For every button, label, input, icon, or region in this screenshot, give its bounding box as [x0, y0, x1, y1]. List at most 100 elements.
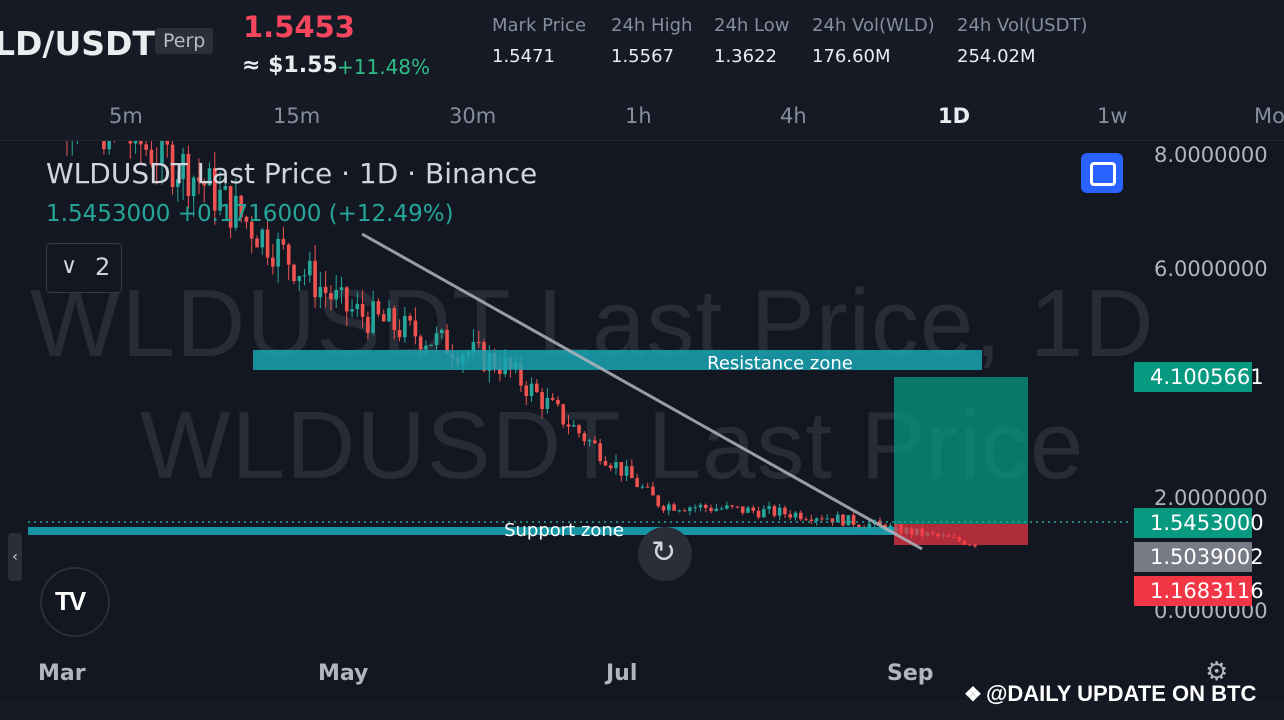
target-zone [894, 377, 1028, 524]
candle-body [265, 229, 270, 258]
collapse-side-panel-button[interactable]: ‹ [8, 533, 22, 581]
candle-body [392, 308, 397, 330]
candle-body [878, 520, 882, 525]
candle-body [197, 177, 201, 182]
y-tick: 2.0000000 [1154, 486, 1268, 510]
candle-body [550, 397, 555, 400]
support-zone [28, 527, 898, 535]
candle-body [730, 505, 734, 507]
y-tick: 8.0000000 [1154, 143, 1268, 167]
candle-body [344, 287, 349, 312]
price-axis[interactable]: 8.0000000 6.0000000 2.0000000 0.0000000 … [1130, 141, 1284, 651]
candle-body [498, 368, 502, 374]
timeframe-5m[interactable]: 5m [109, 104, 143, 128]
candle-body [471, 342, 476, 353]
reset-icon: ↻ [651, 535, 677, 570]
candle-body [809, 519, 814, 521]
timeframe-1h[interactable]: 1h [625, 104, 652, 128]
candle-body [249, 221, 254, 239]
timeframe-30m[interactable]: 30m [449, 104, 497, 128]
timeframe-4h[interactable]: 4h [780, 104, 807, 128]
timeframe-month[interactable]: Mo [1254, 104, 1284, 128]
candle-body [360, 303, 365, 317]
candle-body [793, 512, 798, 518]
entry-price-badge: 1.5039002 [1134, 542, 1264, 572]
candle-body [128, 141, 133, 144]
reset-chart-button[interactable]: ↻ [638, 527, 692, 581]
candle-body [835, 514, 840, 523]
candle-body [772, 506, 777, 516]
candle-body [355, 303, 360, 310]
timeframe-1w[interactable]: 1w [1097, 104, 1128, 128]
timeframe-1d[interactable]: 1D [938, 104, 971, 128]
trendline [361, 232, 923, 551]
candle-body [302, 275, 307, 277]
resistance-zone-label: Resistance zone [707, 353, 853, 374]
candle-body [376, 301, 381, 315]
symbol-title[interactable]: LD/USDT [0, 24, 155, 63]
candle-body [418, 336, 423, 350]
candle-body [656, 495, 661, 507]
fullscreen-button[interactable] [1081, 153, 1123, 193]
candle-body [603, 461, 608, 466]
stat-label: 24h Vol(USDT) [957, 15, 1088, 36]
candle-body [476, 342, 481, 344]
last-price: 1.5453 [243, 10, 355, 44]
tradingview-logo[interactable]: TV [40, 567, 110, 637]
candle-body [102, 141, 106, 150]
candle-body [571, 425, 576, 427]
candle-body [767, 506, 771, 510]
candle-body [540, 392, 544, 409]
candle-body [228, 186, 233, 228]
time-axis[interactable]: Mar May Jul Sep [0, 651, 1284, 700]
candle-body [133, 141, 138, 144]
stat-label: 24h Low [714, 15, 790, 36]
candle-body [529, 383, 534, 397]
candle-body [820, 518, 824, 520]
candle-body [292, 264, 296, 282]
candle-body [967, 544, 972, 546]
candle-body [846, 515, 851, 526]
support-zone-label: Support zone [504, 520, 624, 541]
candle-body [381, 314, 386, 322]
candle-body [788, 514, 793, 518]
candle-body [366, 316, 370, 333]
candle-body [709, 507, 713, 512]
candle-body [271, 257, 275, 267]
candle-body [561, 404, 566, 425]
candle-body [165, 141, 170, 145]
approx-usd-price: ≈ $1.55 [242, 53, 338, 78]
fullscreen-icon [1090, 162, 1116, 186]
indicator-toggle-button[interactable]: ∨ 2 [46, 243, 122, 293]
candle-body [703, 504, 708, 508]
tv-logo-mark: TV [55, 586, 86, 616]
candle-body [318, 286, 323, 298]
stat-label: 24h Vol(WLD) [812, 15, 935, 36]
stat-value: 1.3622 [714, 46, 777, 67]
candle-body [154, 164, 159, 166]
x-tick: May [318, 661, 369, 686]
candle-body [666, 504, 671, 511]
candle-body [445, 329, 449, 354]
candle-body [688, 507, 692, 512]
y-tick: 6.0000000 [1154, 257, 1268, 281]
candle-body [181, 153, 185, 180]
candle-body [286, 244, 291, 265]
candle-body [672, 504, 676, 511]
candle-body [186, 153, 191, 197]
candle-body [202, 181, 207, 186]
timeframe-15m[interactable]: 15m [273, 104, 321, 128]
price-plot[interactable]: Resistance zone Support zone [0, 141, 1130, 651]
candle-body [693, 507, 697, 509]
candle-body [841, 514, 845, 526]
candle-body [619, 462, 624, 476]
candle-body [830, 518, 835, 523]
binance-diamond-icon: ❖ [964, 684, 982, 706]
candle-body [582, 433, 587, 442]
settings-gear-icon[interactable]: ⚙ [1205, 657, 1229, 687]
candle-body [756, 510, 761, 518]
candle-body [524, 385, 529, 397]
stat-value: 254.02M [957, 46, 1036, 67]
chevron-down-icon: ∨ [61, 254, 78, 279]
chart-area[interactable]: WLDUSDT Last Price, 1D WLDUSDT Last Pric… [0, 141, 1284, 700]
